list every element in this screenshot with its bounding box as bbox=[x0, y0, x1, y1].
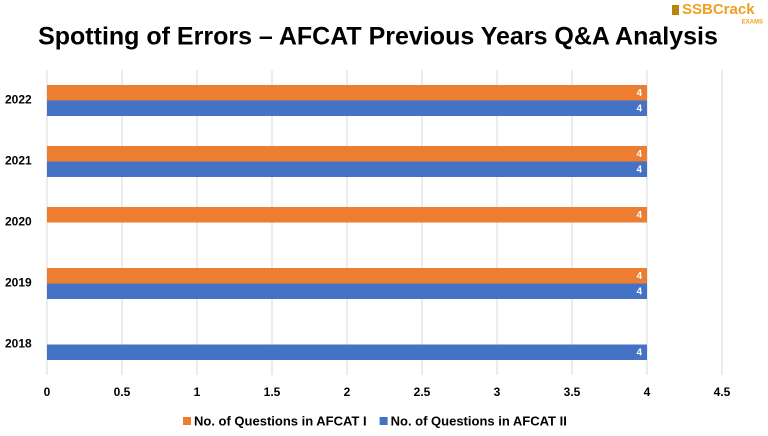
value-label: 4 bbox=[636, 164, 642, 175]
chart-title: Spotting of Errors – AFCAT Previous Year… bbox=[38, 23, 718, 51]
x-tick-label: 1 bbox=[194, 385, 201, 399]
logo: SSBCrack bbox=[682, 1, 755, 18]
value-label: 4 bbox=[636, 286, 642, 297]
bar bbox=[47, 146, 647, 162]
logo-sub: EXAMS bbox=[742, 20, 763, 26]
legend-swatch bbox=[379, 417, 388, 425]
bar bbox=[47, 344, 647, 360]
value-label: 4 bbox=[636, 88, 642, 99]
bar bbox=[47, 100, 647, 116]
y-tick-label: 2021 bbox=[5, 154, 32, 168]
legend-swatch bbox=[183, 417, 191, 425]
x-tick-label: 4.5 bbox=[714, 385, 731, 399]
x-tick-label: 1.5 bbox=[264, 385, 281, 399]
x-tick-label: 2 bbox=[344, 385, 351, 399]
x-tick-label: 4 bbox=[644, 385, 651, 399]
bar bbox=[47, 207, 647, 223]
value-label: 4 bbox=[636, 210, 642, 221]
bar bbox=[47, 268, 647, 284]
x-tick-label: 0 bbox=[44, 385, 51, 399]
bar bbox=[47, 85, 647, 101]
value-label: 4 bbox=[636, 347, 642, 358]
bar bbox=[47, 283, 647, 299]
legend-label: No. of Questions in AFCAT II bbox=[391, 413, 567, 428]
value-label: 4 bbox=[636, 149, 642, 160]
logo-icon bbox=[672, 5, 679, 15]
x-tick-label: 2.5 bbox=[414, 385, 431, 399]
legend-label: No. of Questions in AFCAT I bbox=[194, 413, 367, 428]
y-tick-label: 2018 bbox=[5, 337, 32, 351]
x-tick-label: 3.5 bbox=[564, 385, 581, 399]
y-tick-label: 2022 bbox=[5, 93, 32, 107]
x-tick-label: 0.5 bbox=[114, 385, 131, 399]
value-label: 4 bbox=[636, 103, 642, 114]
y-tick-label: 2020 bbox=[5, 215, 32, 229]
y-tick-label: 2019 bbox=[5, 276, 32, 290]
value-label: 4 bbox=[636, 271, 642, 282]
bar bbox=[47, 161, 647, 177]
x-tick-label: 3 bbox=[494, 385, 501, 399]
